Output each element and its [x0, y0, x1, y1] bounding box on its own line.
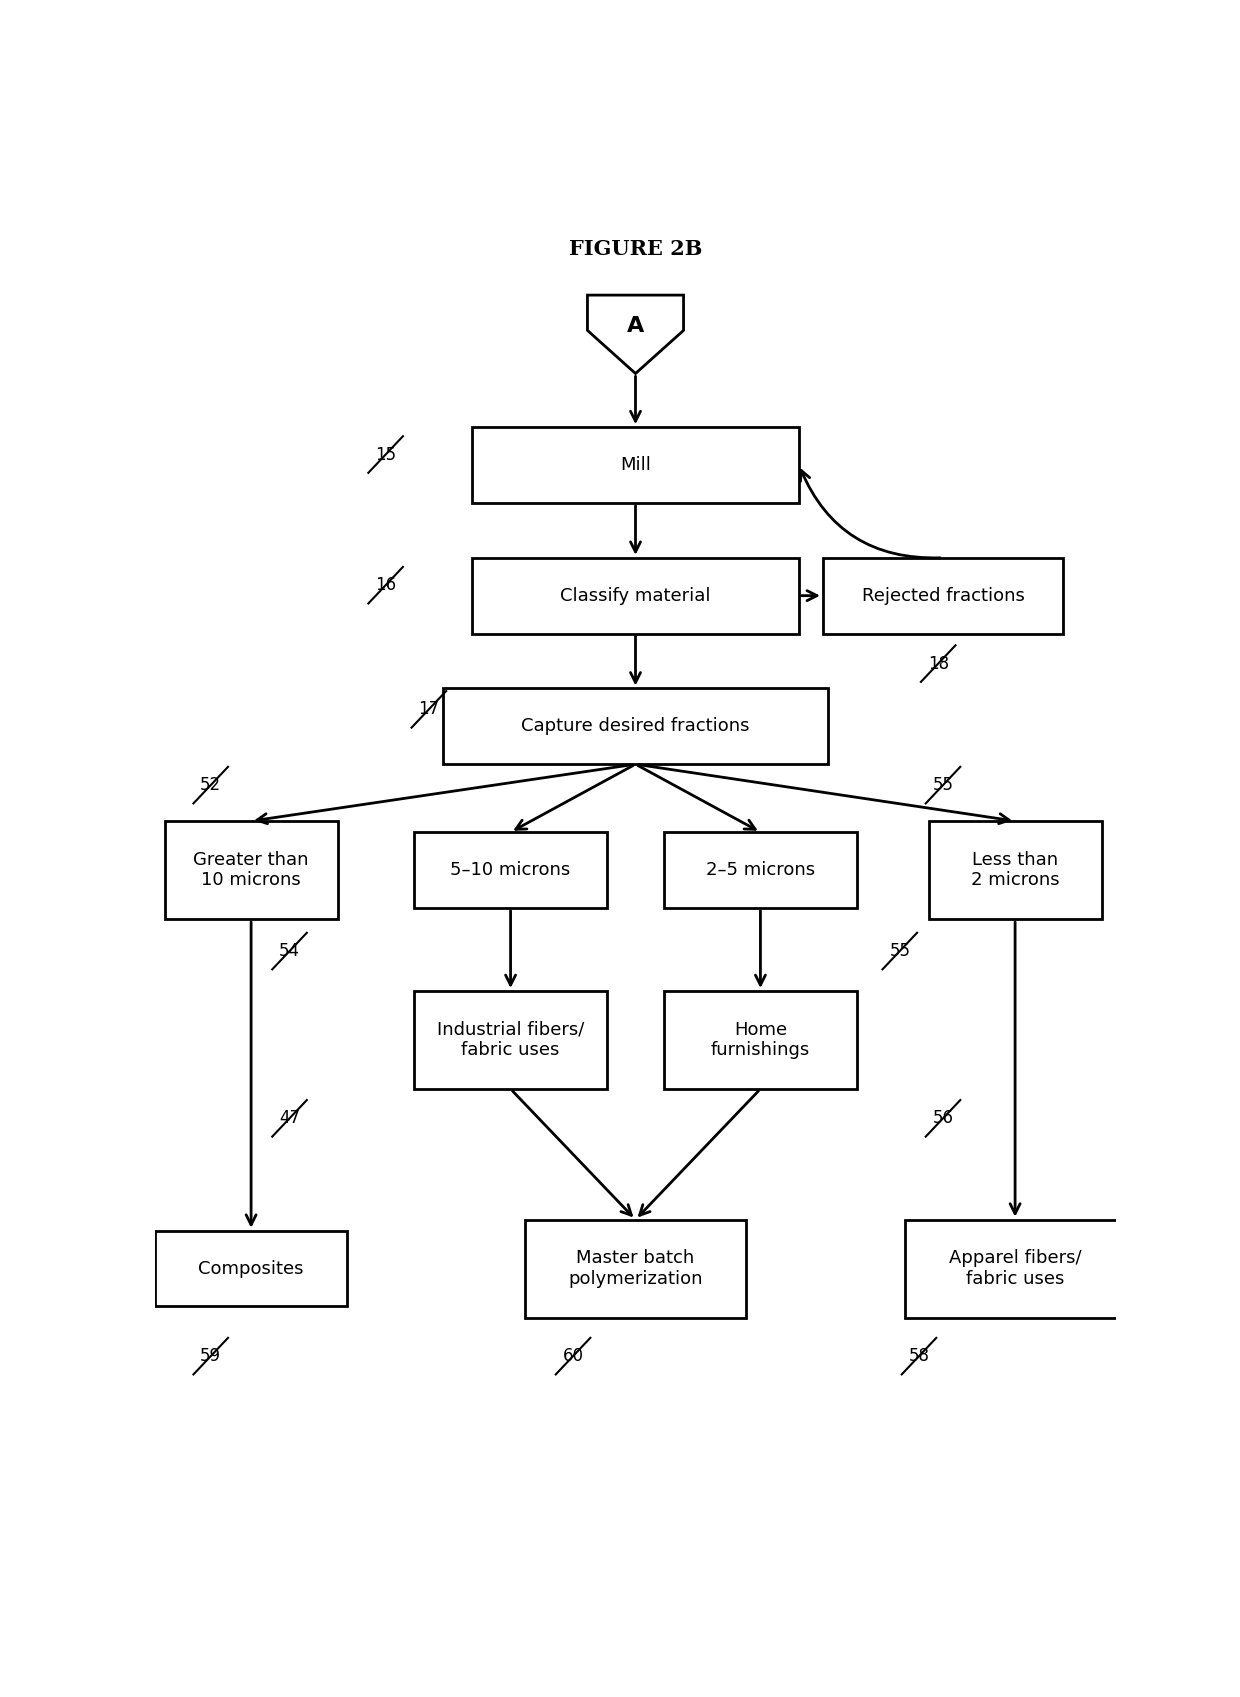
FancyBboxPatch shape — [905, 1220, 1126, 1317]
Text: 56: 56 — [932, 1110, 954, 1127]
Text: Apparel fibers/
fabric uses: Apparel fibers/ fabric uses — [949, 1249, 1081, 1288]
Text: Greater than
10 microns: Greater than 10 microns — [193, 850, 309, 889]
Text: Home
furnishings: Home furnishings — [711, 1020, 810, 1059]
FancyBboxPatch shape — [525, 1220, 746, 1317]
FancyBboxPatch shape — [472, 428, 799, 502]
Text: Classify material: Classify material — [560, 587, 711, 604]
FancyBboxPatch shape — [414, 832, 606, 908]
Text: Less than
2 microns: Less than 2 microns — [971, 850, 1059, 889]
Text: 59: 59 — [200, 1347, 221, 1364]
Text: 16: 16 — [374, 577, 397, 594]
Text: 17: 17 — [418, 701, 439, 718]
Text: 60: 60 — [563, 1347, 584, 1364]
Text: 55: 55 — [889, 942, 910, 961]
Text: Composites: Composites — [198, 1259, 304, 1278]
Text: Capture desired fractions: Capture desired fractions — [521, 718, 750, 735]
Text: Industrial fibers/
fabric uses: Industrial fibers/ fabric uses — [436, 1020, 584, 1059]
FancyBboxPatch shape — [665, 991, 857, 1089]
FancyBboxPatch shape — [665, 832, 857, 908]
FancyBboxPatch shape — [823, 558, 1063, 633]
FancyArrowPatch shape — [801, 470, 940, 558]
Text: 2–5 microns: 2–5 microns — [706, 860, 815, 879]
Text: Mill: Mill — [620, 456, 651, 473]
FancyBboxPatch shape — [929, 821, 1101, 920]
Text: 58: 58 — [909, 1347, 930, 1364]
Text: Master batch
polymerization: Master batch polymerization — [568, 1249, 703, 1288]
Text: Rejected fractions: Rejected fractions — [862, 587, 1024, 604]
Text: 5–10 microns: 5–10 microns — [450, 860, 570, 879]
FancyBboxPatch shape — [472, 558, 799, 633]
FancyBboxPatch shape — [155, 1230, 347, 1307]
Text: 15: 15 — [374, 446, 397, 463]
Text: 47: 47 — [279, 1110, 300, 1127]
Text: 55: 55 — [932, 776, 954, 794]
Text: 52: 52 — [200, 776, 221, 794]
FancyBboxPatch shape — [165, 821, 337, 920]
Polygon shape — [588, 295, 683, 373]
Text: FIGURE 2B: FIGURE 2B — [569, 239, 702, 260]
FancyBboxPatch shape — [444, 689, 828, 764]
FancyBboxPatch shape — [414, 991, 606, 1089]
Text: 18: 18 — [928, 655, 949, 672]
Text: 54: 54 — [279, 942, 300, 961]
Text: A: A — [627, 316, 644, 336]
